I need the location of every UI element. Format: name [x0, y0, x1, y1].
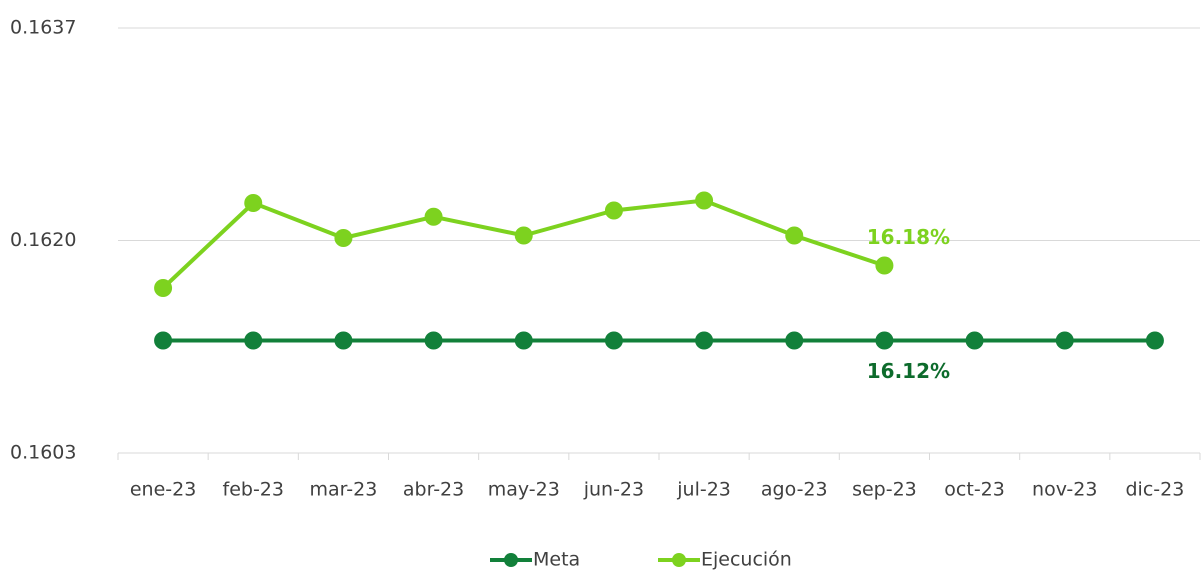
point [965, 331, 984, 350]
x-tick-label: may-23 [488, 479, 560, 501]
data-label: 16.12% [867, 359, 950, 383]
point [514, 331, 533, 350]
point [1145, 331, 1164, 350]
y-tick-label: 0.1620 [10, 229, 76, 251]
point [785, 226, 804, 245]
legend-marker [672, 553, 686, 567]
data-label: 16.18% [867, 225, 950, 249]
point [334, 229, 353, 247]
x-tick-label: feb-23 [223, 479, 284, 501]
point [154, 279, 173, 297]
point [424, 207, 443, 226]
point [244, 194, 263, 212]
x-tick-label: mar-23 [310, 479, 378, 501]
point [604, 201, 623, 220]
x-tick-label: ago-23 [761, 479, 828, 501]
x-tick-label: jul-23 [676, 479, 731, 501]
point [424, 331, 443, 350]
x-tick-label: abr-23 [403, 479, 464, 501]
x-tick-label: jun-23 [583, 479, 644, 501]
point [875, 331, 894, 350]
point [514, 226, 533, 245]
x-tick-label: oct-23 [944, 479, 1005, 501]
point [695, 331, 714, 350]
point [695, 191, 714, 210]
point [334, 331, 353, 350]
x-tick-label: sep-23 [852, 479, 917, 501]
point [1055, 331, 1074, 350]
y-tick-label: 0.1637 [10, 17, 76, 39]
legend-label: Meta [533, 549, 580, 571]
x-tick-label: ene-23 [130, 479, 196, 501]
legend-marker [504, 553, 518, 567]
point [604, 331, 623, 350]
point [244, 331, 263, 350]
x-tick-label: dic-23 [1126, 479, 1185, 501]
y-tick-label: 0.1603 [10, 442, 76, 464]
point [154, 331, 173, 350]
legend-label: Ejecución [701, 549, 792, 571]
point [785, 331, 804, 350]
x-tick-label: nov-23 [1032, 479, 1097, 501]
point [875, 256, 894, 275]
